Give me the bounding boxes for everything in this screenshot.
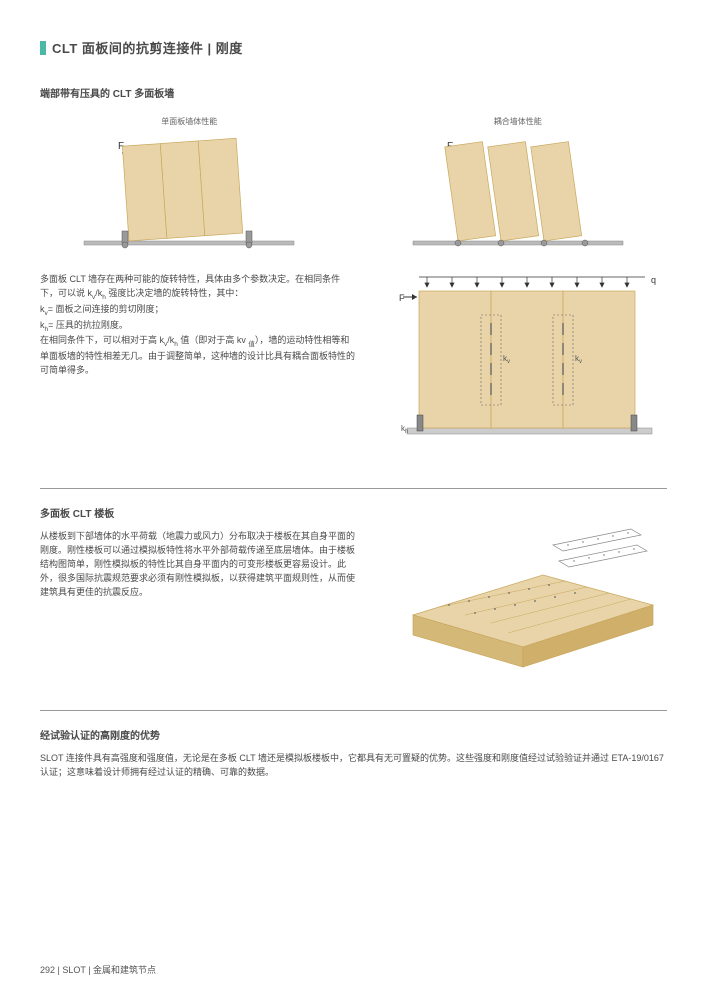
- floor-diagram: [389, 530, 667, 670]
- divider-2: [40, 710, 667, 711]
- diagram-right-label: 耦合墙体性能: [369, 116, 668, 127]
- divider-1: [40, 488, 667, 489]
- section3-subtitle: 经试验认证的高刚度的优势: [40, 727, 667, 742]
- F-label: F: [399, 293, 405, 303]
- diagram-left-col: 单面板墙体性能 F: [40, 116, 339, 253]
- diagram-right: F: [369, 133, 668, 253]
- page-title-row: CLT 面板间的抗剪连接件 | 刚度: [40, 38, 667, 57]
- load-arrows: q: [419, 275, 656, 287]
- diagram-right-col: 耦合墙体性能 F: [369, 116, 668, 253]
- section1-subtitle: 端部带有压具的 CLT 多面板墙: [40, 85, 667, 100]
- diagram-left-label: 单面板墙体性能: [40, 116, 339, 127]
- wall-schematic: q F: [387, 273, 667, 448]
- diagram-left: F: [40, 133, 339, 253]
- section3-paragraph: SLOT 连接件具有高强度和强度值，无论是在多板 CLT 墙还是模拟板楼板中，它…: [40, 752, 667, 780]
- section2-paragraph: 从楼板到下部墙体的水平荷载（地震力或风力）分布取决于楼板在其自身平面的刚度。刚性…: [40, 530, 359, 670]
- page-footer: 292 | SLOT | 金属和建筑节点: [40, 963, 156, 976]
- section2-row: 从楼板到下部墙体的水平荷载（地震力或风力）分布取决于楼板在其自身平面的刚度。刚性…: [40, 530, 667, 670]
- section1-paragraph: 多面板 CLT 墙存在两种可能的旋转特性，具体由多个参数决定。在相同条件下，可以…: [40, 273, 357, 378]
- diagram-row-1: 单面板墙体性能 F: [40, 116, 667, 253]
- page-title: CLT 面板间的抗剪连接件 | 刚度: [52, 38, 243, 57]
- row-2: 多面板 CLT 墙存在两种可能的旋转特性，具体由多个参数决定。在相同条件下，可以…: [40, 273, 667, 448]
- section2-subtitle: 多面板 CLT 楼板: [40, 505, 667, 520]
- kh-label: kh: [401, 424, 408, 435]
- q-label: q: [651, 275, 656, 285]
- title-accent-marker: [40, 41, 46, 55]
